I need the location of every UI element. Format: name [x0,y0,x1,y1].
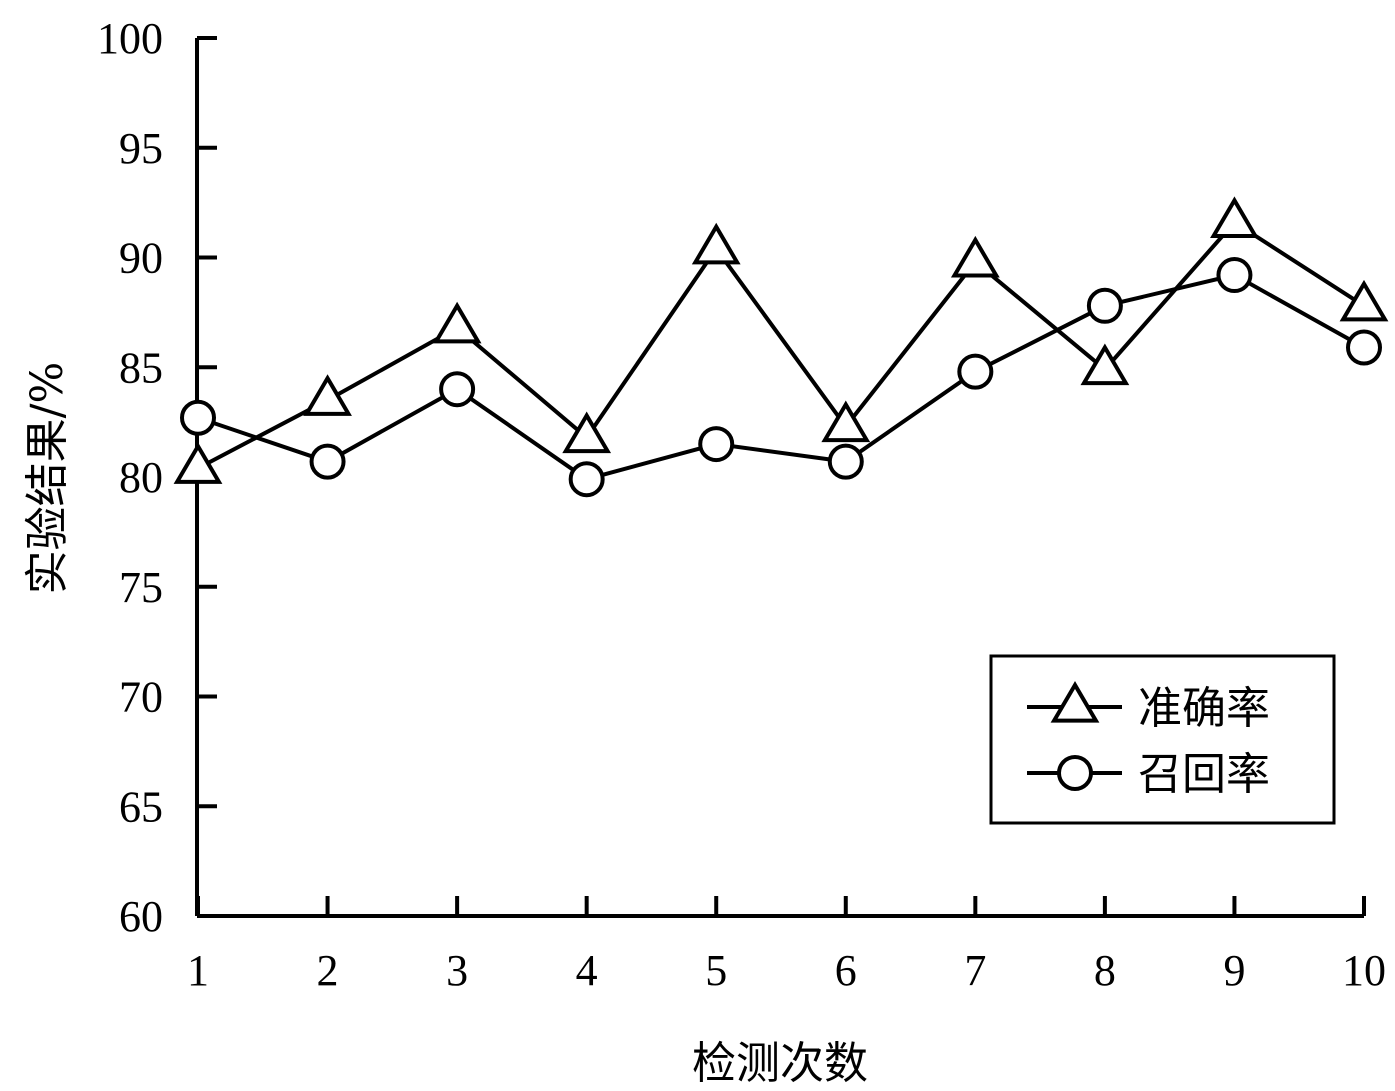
data-point [1210,196,1259,239]
data-point [1216,257,1253,294]
y-axis-title: 实验结果/% [22,362,73,595]
data-point [950,235,1000,278]
series-2 [180,257,1382,498]
x-tick-label: 5 [705,946,727,995]
y-tick-label: 100 [97,14,163,63]
y-tick-label: 60 [119,892,163,941]
x-tick-label: 4 [576,946,598,995]
y-tick-label: 80 [119,453,163,502]
x-tick-label: 1 [187,946,209,995]
y-tick-label: 90 [119,234,163,283]
data-point [309,443,346,480]
legend-box [989,654,1336,825]
x-tick-label: 9 [1223,946,1245,995]
series-1 [173,196,1389,484]
y-tick-label: 75 [119,563,163,612]
data-point [698,426,735,463]
legend-marker [1050,681,1100,723]
data-point [691,222,741,265]
data-point [821,400,871,443]
data-point [1080,343,1130,386]
data-point [1339,279,1389,322]
y-tick-label: 70 [119,673,163,722]
data-point [180,399,216,436]
axes: 60 65 70 75 80 85 90 95 100 1 2 3 4 5 6 7 8 9 10 [97,14,1386,995]
series-line [197,272,1365,482]
x-tick-label: 3 [446,946,468,995]
x-tick-label: 2 [317,946,339,995]
x-tick-label: 8 [1094,946,1116,995]
y-tick-label: 95 [119,124,163,173]
x-axis-title: 检测次数 [692,1038,868,1089]
data-point [1346,329,1382,366]
data-point [439,371,476,408]
data-point [303,374,352,416]
series-layer [173,196,1389,498]
data-point [957,353,994,390]
y-tick-label: 85 [119,343,163,392]
y-tick-label: 65 [119,782,163,831]
data-point [1086,287,1123,324]
series-line [197,219,1366,470]
data-point [562,411,612,454]
data-point [173,442,223,484]
x-tick-label: 7 [964,946,986,995]
legend-marker [1057,755,1093,791]
legend-label: 准确率 [1138,683,1270,734]
data-point [568,461,605,498]
x-tick-label: 10 [1342,946,1386,995]
data-point [432,301,482,344]
x-tick-label: 6 [835,946,857,995]
data-point [827,443,864,480]
legend-label: 召回率 [1138,749,1270,800]
